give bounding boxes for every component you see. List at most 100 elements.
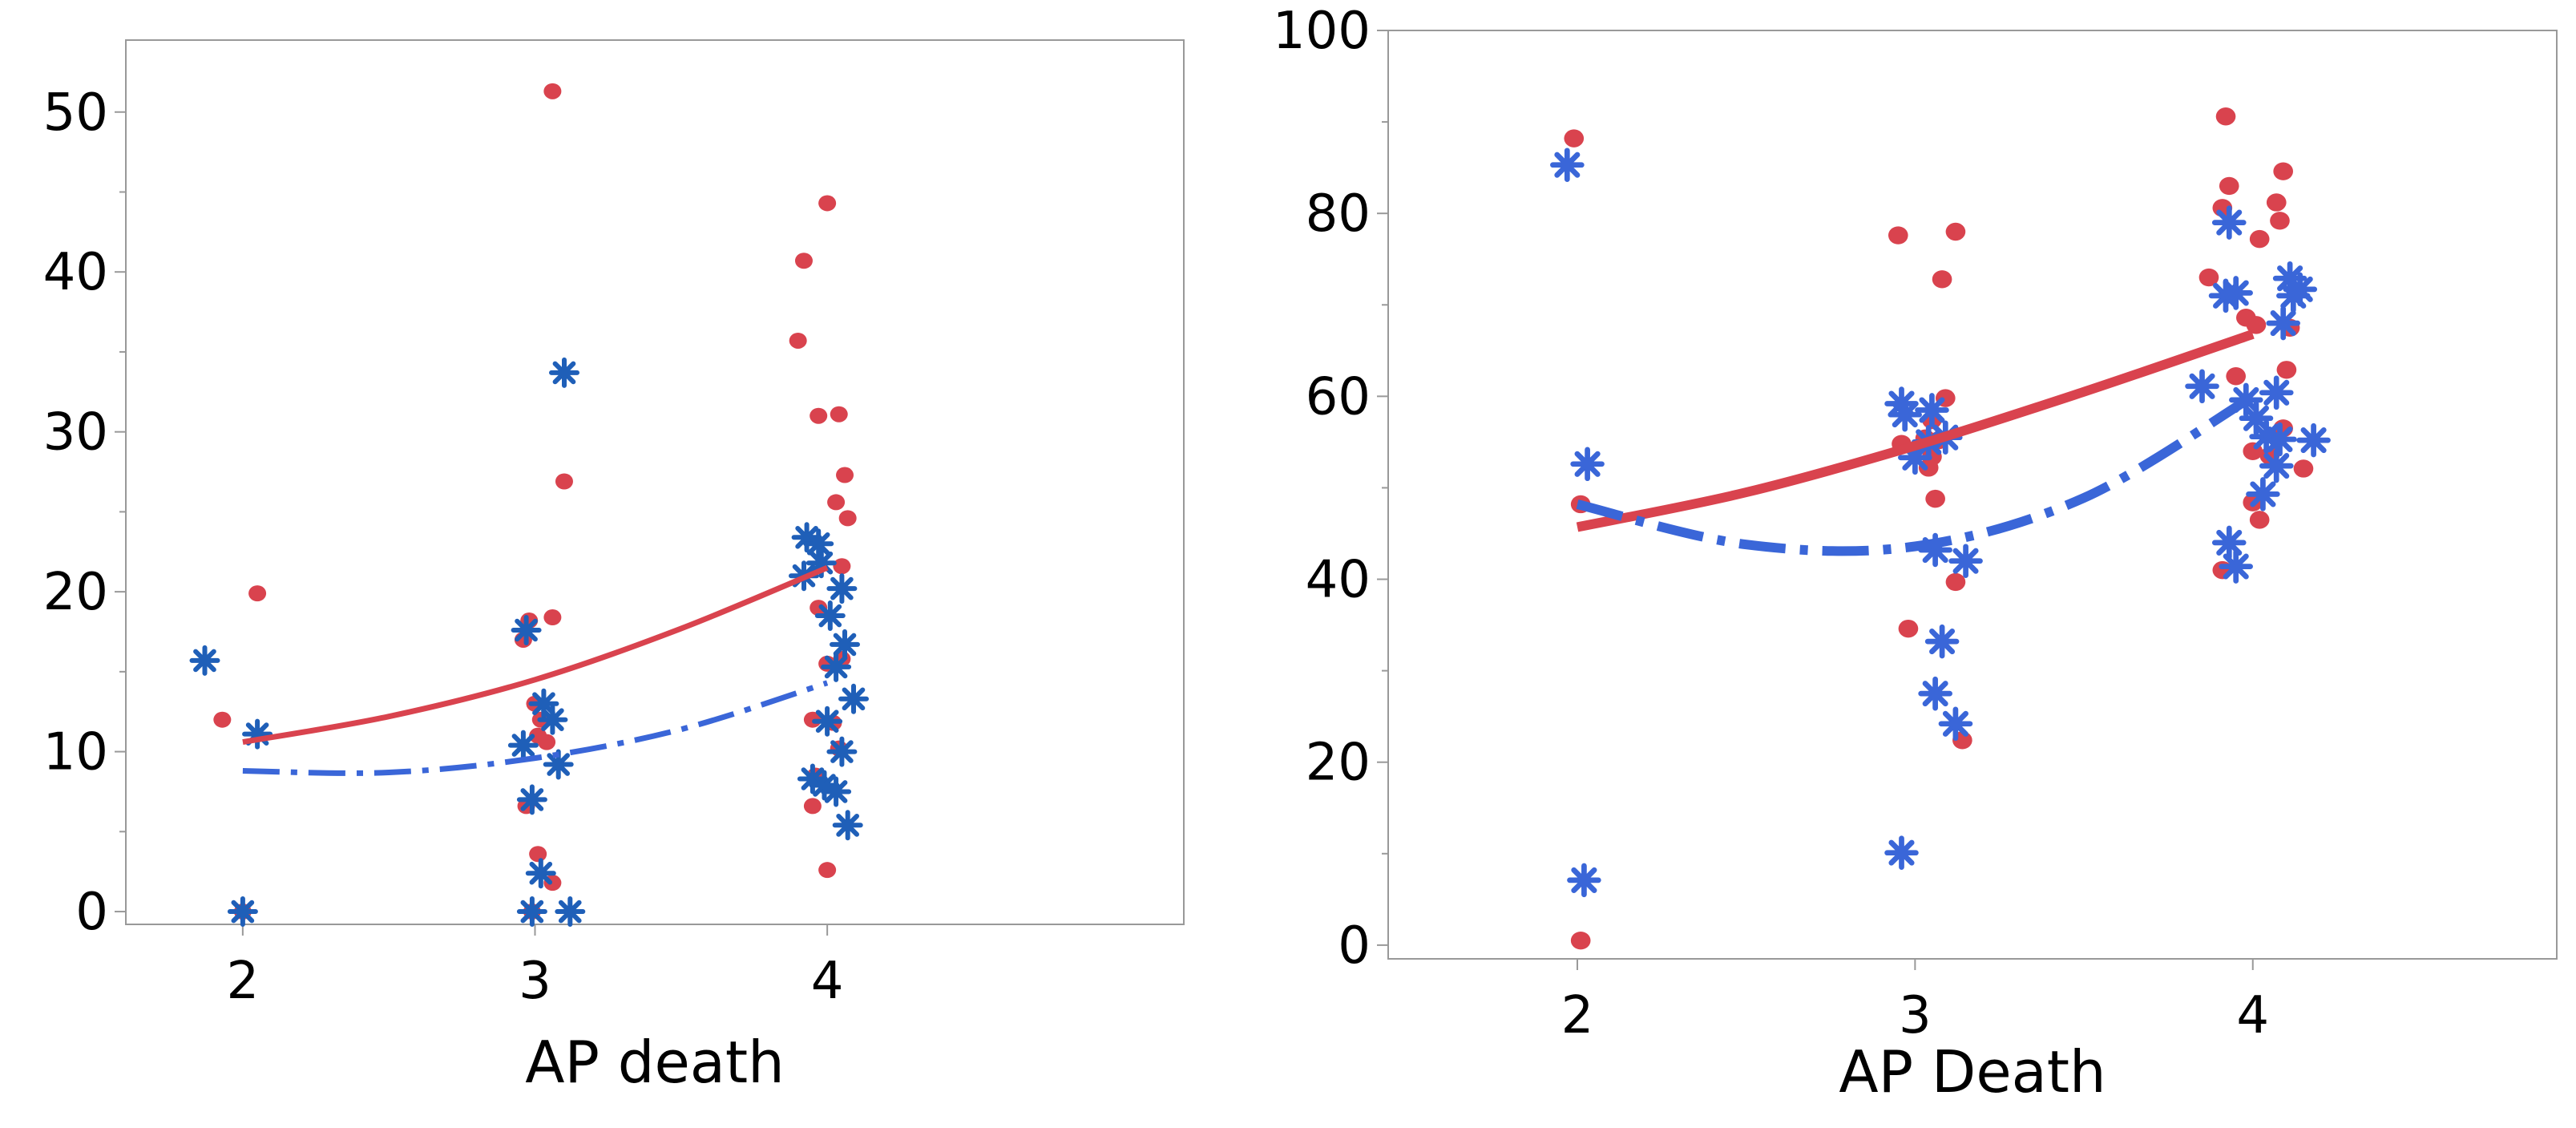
data-point-dot	[2249, 229, 2270, 249]
data-point-star	[543, 749, 574, 780]
data-point-star	[189, 645, 220, 676]
data-point-star	[826, 736, 858, 767]
data-point-dot	[1945, 222, 1966, 241]
x-axis-title: AP Death	[1839, 1038, 2106, 1106]
data-point-star	[2259, 448, 2294, 483]
data-point-star	[528, 688, 559, 719]
data-point-star	[838, 683, 869, 714]
data-point-star	[2211, 525, 2247, 560]
data-point-star	[2208, 278, 2243, 313]
data-point-star	[2276, 278, 2311, 313]
x-tick-label: 2	[1561, 986, 1594, 1045]
data-point-star	[1915, 393, 1949, 427]
data-point-star	[2211, 205, 2247, 240]
data-point-dot	[810, 407, 828, 424]
data-point-dot	[1570, 931, 1591, 950]
data-point-star	[2246, 477, 2280, 511]
data-point-star	[812, 706, 843, 737]
chart-right: 0 20 40 60 80 100 2 3 4 AP Death	[1273, 2, 2558, 1106]
data-point-star	[821, 776, 852, 807]
data-point-star	[1884, 386, 1919, 421]
data-point-dot	[827, 494, 846, 511]
data-point-dot	[555, 473, 573, 490]
data-point-dot	[830, 406, 848, 422]
data-point-dot	[794, 253, 813, 269]
y-tick-label: 30	[43, 403, 108, 463]
data-point-star	[803, 528, 834, 560]
data-point-star	[1570, 447, 1605, 482]
data-point-dot	[818, 862, 837, 879]
data-point-star	[2239, 401, 2274, 436]
data-point-star	[791, 522, 822, 553]
y-tick-label: 50	[43, 83, 108, 143]
data-point-dot	[2215, 107, 2236, 126]
data-point-star	[1948, 544, 1983, 578]
y-tick-label: 80	[1306, 184, 1371, 244]
data-point-dot	[2276, 361, 2297, 379]
y-tick-label: 10	[43, 723, 108, 782]
data-point-dot	[2273, 162, 2293, 180]
data-point-dot	[789, 332, 807, 349]
y-tick-label: 100	[1273, 2, 1371, 61]
data-point-star	[1567, 863, 1601, 898]
y-tick-label: 40	[1306, 551, 1371, 610]
y-tick-label: 60	[1306, 367, 1371, 427]
data-point-star	[1550, 148, 1585, 182]
x-tick-label: 4	[2236, 986, 2269, 1045]
y-tick-label: 20	[43, 563, 108, 622]
data-point-star	[2249, 419, 2283, 454]
data-point-star	[555, 896, 586, 927]
data-point-dot	[2226, 367, 2247, 386]
data-point-dot	[2219, 176, 2239, 196]
data-point-dot	[1564, 129, 1585, 148]
data-point-dot	[543, 83, 562, 99]
plot-frame	[125, 39, 1185, 925]
red-fit-line	[1576, 330, 2255, 532]
data-point-star	[1888, 397, 1922, 432]
data-point-star	[814, 600, 846, 631]
data-point-dot	[838, 510, 857, 527]
x-tick-label: 4	[811, 952, 844, 1011]
data-point-star	[2259, 375, 2294, 410]
data-point-star	[537, 704, 568, 735]
data-point-dot	[543, 609, 562, 626]
x-axis-title: AP death	[525, 1029, 785, 1096]
data-point-star	[516, 896, 547, 927]
data-point-star	[227, 896, 258, 927]
data-point-star	[525, 858, 556, 889]
y-tick-label: 20	[1306, 734, 1371, 793]
data-point-star	[511, 615, 542, 645]
y-tick-label: 0	[1338, 916, 1371, 976]
y-tick-label: 0	[75, 883, 108, 942]
blue-fit-line	[242, 680, 829, 776]
data-point-star	[549, 357, 579, 388]
data-point-dot	[248, 585, 267, 602]
data-point-dot	[529, 846, 547, 863]
data-point-dot	[213, 711, 232, 728]
data-point-dot	[1888, 226, 1908, 245]
data-point-dot	[833, 558, 851, 575]
data-point-dot	[1945, 572, 1966, 592]
data-point-dot	[2198, 268, 2219, 287]
data-point-star	[1918, 532, 1952, 568]
data-point-dot	[2246, 316, 2267, 334]
x-tick-label: 3	[1899, 986, 1932, 1045]
x-tick-label: 3	[519, 952, 551, 1011]
red-fit-line	[242, 564, 829, 746]
blue-fit-line	[1576, 392, 2255, 556]
data-point-dot	[803, 798, 822, 815]
plot-frame	[1387, 30, 2558, 960]
data-point-dot	[818, 195, 837, 212]
data-point-star	[2219, 276, 2253, 310]
data-point-star	[1938, 706, 1973, 742]
data-point-star	[1898, 440, 1932, 475]
data-point-star	[242, 718, 273, 750]
data-point-star	[809, 770, 840, 801]
data-point-star	[1884, 835, 1919, 870]
data-point-star	[806, 548, 837, 579]
data-point-star	[2266, 305, 2300, 341]
data-point-dot	[1925, 489, 1945, 508]
data-point-dot	[2293, 459, 2314, 478]
data-point-star	[1918, 676, 1952, 711]
data-point-dot	[836, 467, 854, 483]
